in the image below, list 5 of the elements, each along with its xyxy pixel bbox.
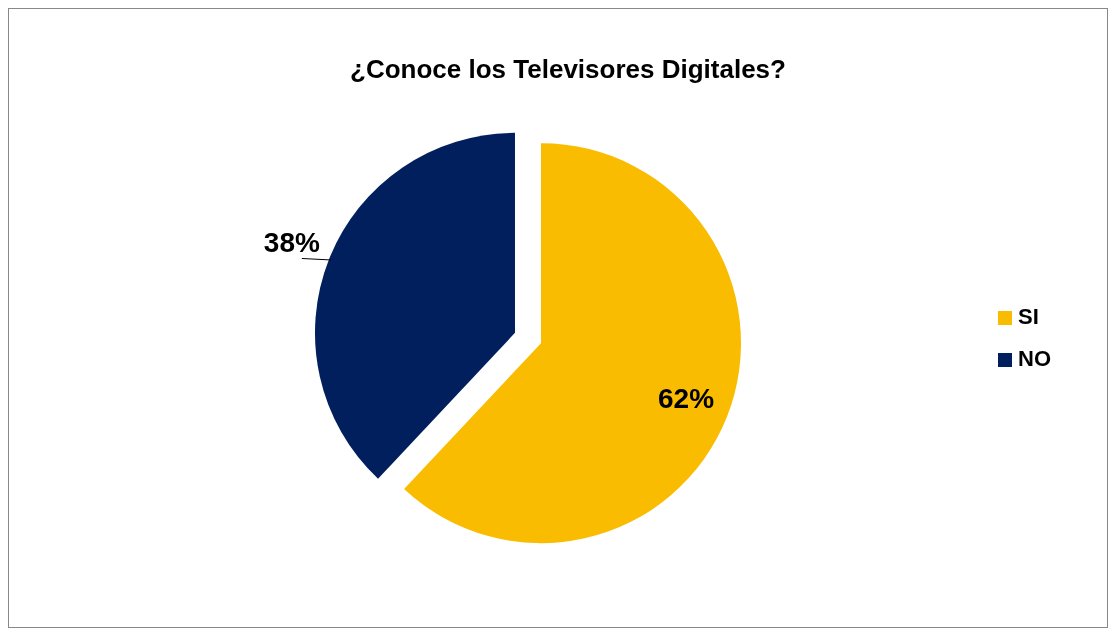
data-label: 38% xyxy=(263,226,320,258)
legend-label: NO xyxy=(1018,345,1051,371)
data-label: 62% xyxy=(658,382,715,414)
legend-label: SI xyxy=(1018,303,1039,329)
chart-title: ¿Conoce los Televisores Digitales? xyxy=(350,54,786,84)
